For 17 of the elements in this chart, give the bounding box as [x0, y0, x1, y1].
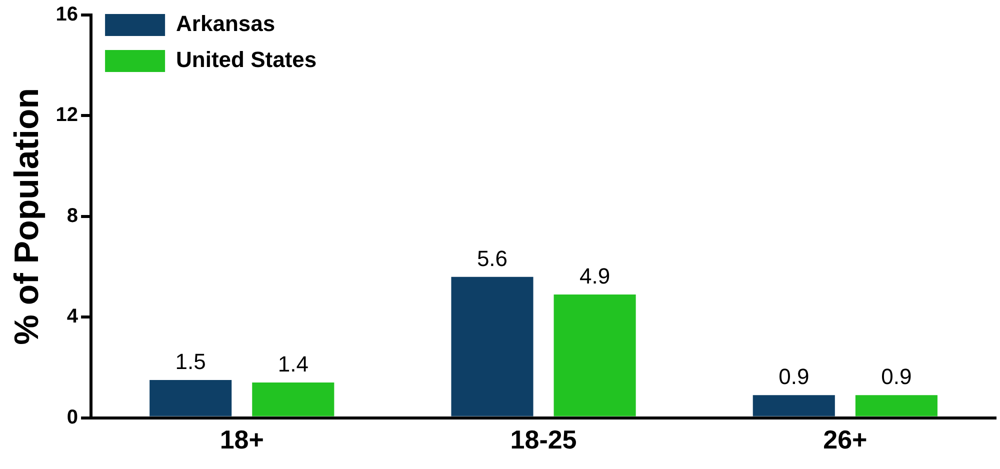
- x-tick-label: 26+: [823, 424, 868, 455]
- y-tick-label: 0: [66, 406, 78, 428]
- legend-label: United States: [176, 47, 317, 72]
- y-tick-label: 16: [56, 4, 78, 26]
- y-axis-title: % of Population: [8, 88, 46, 345]
- data-label: 0.9: [778, 364, 810, 390]
- x-tick-label: 18-25: [510, 424, 577, 455]
- data-label: 0.9: [881, 364, 912, 390]
- y-tick-label: 4: [66, 306, 79, 328]
- data-label: 4.9: [580, 264, 610, 289]
- data-label: 1.4: [278, 352, 308, 377]
- x-tick-label: 18+: [220, 424, 264, 455]
- legend-label: Arkansas: [176, 11, 276, 36]
- data-label: 1.5: [175, 349, 206, 374]
- y-tick-label: 8: [66, 204, 78, 227]
- y-tick-label: 12: [56, 104, 78, 126]
- data-label: 5.6: [476, 246, 508, 271]
